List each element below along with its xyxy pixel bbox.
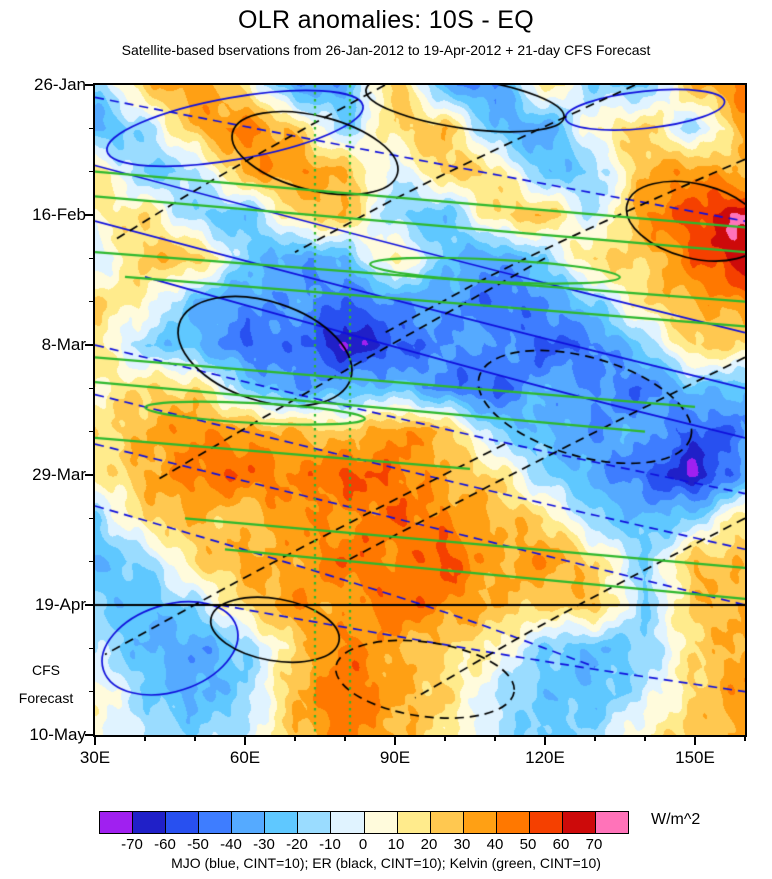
x-tick [194, 735, 196, 741]
x-tick [144, 735, 146, 741]
y-tick [85, 604, 95, 606]
colorbar-cell [595, 812, 628, 833]
y-tick [85, 734, 95, 736]
colorbar [99, 811, 629, 834]
colorbar-cell [397, 812, 431, 833]
legend-caption: MJO (blue, CINT=10); ER (black, CINT=10)… [171, 855, 601, 871]
colorbar-cell [529, 812, 563, 833]
colorbar-tick-label: 40 [486, 836, 504, 853]
colorbar-cell [166, 812, 200, 833]
colorbar-tick-label: 70 [585, 836, 603, 853]
y-tick-label: 26-Jan [34, 75, 86, 94]
colorbar-cell [232, 812, 266, 833]
colorbar-cell [331, 812, 365, 833]
colorbar-cell [265, 812, 299, 833]
y-tick [89, 690, 95, 693]
y-tick [85, 84, 95, 86]
colorbar-tick-label: -40 [220, 836, 242, 853]
colorbar-cell [364, 812, 398, 833]
y-tick [89, 517, 95, 520]
colorbar-cell [133, 812, 167, 833]
colorbar-unit: W/m^2 [651, 811, 701, 828]
x-tick [344, 735, 346, 741]
chart-title: OLR anomalies: 10S - EQ [238, 6, 534, 34]
y-tick [89, 170, 95, 173]
y-tick-label: 19-Apr [34, 595, 86, 614]
forecast-label-cfs: CFS [32, 662, 60, 678]
y-tick [89, 560, 95, 563]
y-tick [89, 430, 95, 433]
colorbar-tick-label: -10 [319, 836, 341, 853]
heatmap-canvas [95, 85, 745, 735]
x-tick-label: 30E [79, 748, 111, 767]
x-tick [244, 735, 246, 745]
colorbar-tick-label: 20 [420, 836, 438, 853]
y-tick [85, 214, 95, 216]
x-tick [544, 735, 546, 745]
x-tick-label: 120E [525, 748, 565, 767]
colorbar-cell [199, 812, 233, 833]
colorbar-tick-label: -70 [121, 836, 143, 853]
y-tick-label: 8-Mar [41, 335, 86, 354]
colorbar-tick-label: 0 [358, 836, 368, 853]
y-tick [85, 344, 95, 346]
x-tick [694, 735, 696, 745]
colorbar-tick-label: 60 [552, 836, 570, 853]
colorbar-tick-label: -20 [286, 836, 308, 853]
x-tick-label: 60E [229, 748, 261, 767]
colorbar-tick-label: 10 [387, 836, 405, 853]
colorbar-cell [298, 812, 332, 833]
x-tick [444, 735, 446, 741]
colorbar-cell [100, 812, 134, 833]
x-tick-label: 150E [675, 748, 715, 767]
chart-subtitle: Satellite-based bservations from 26-Jan-… [121, 42, 651, 58]
colorbar-cell [496, 812, 530, 833]
y-tick [89, 387, 95, 390]
x-tick [744, 735, 746, 741]
y-tick [89, 127, 95, 130]
colorbar-cell [562, 812, 596, 833]
x-tick [644, 735, 646, 741]
colorbar-tick-label: -30 [253, 836, 275, 853]
colorbar-tick-label: 50 [519, 836, 537, 853]
colorbar-cell [463, 812, 497, 833]
x-tick [394, 735, 396, 745]
colorbar-tick-label: -60 [154, 836, 176, 853]
colorbar-labels: -70 -60 -50 -40 -30 -20 -10 0 10 20 30 40 50 60 70 [99, 836, 627, 854]
y-tick [89, 257, 95, 260]
colorbar-tick-label: 30 [453, 836, 471, 853]
y-tick-label: 16-Feb [32, 205, 86, 224]
y-tick-label: 29-Mar [32, 465, 86, 484]
x-tick [494, 735, 496, 741]
x-tick [594, 735, 596, 741]
x-tick [94, 735, 96, 745]
x-tick-label: 90E [379, 748, 411, 767]
x-tick [294, 735, 296, 741]
y-tick [89, 300, 95, 303]
y-tick-label: 10-May [29, 725, 86, 744]
forecast-label-forecast: Forecast [18, 690, 74, 706]
colorbar-cell [430, 812, 464, 833]
colorbar-tick-label: -50 [187, 836, 209, 853]
y-tick [89, 647, 95, 650]
plot-area [93, 83, 747, 737]
y-tick [85, 474, 95, 476]
